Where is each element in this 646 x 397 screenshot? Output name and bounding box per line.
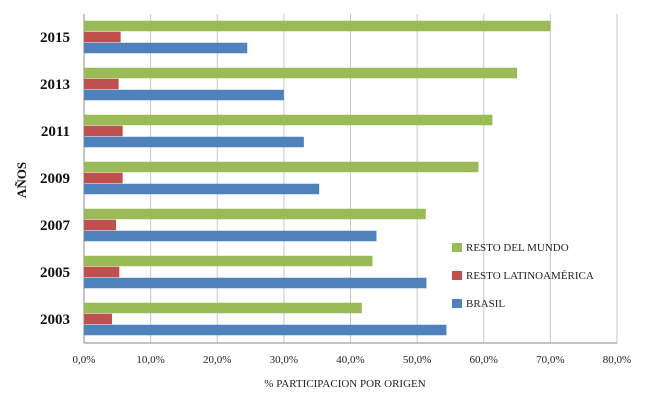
legend-label: RESTO DEL MUNDO	[466, 242, 569, 254]
x-tick-label: 40,0%	[336, 354, 364, 366]
bar-2009-brasil	[84, 183, 320, 195]
category-label: 2005	[40, 265, 70, 281]
legend: RESTO DEL MUNDO RESTO LATINOAMÉRICA BRASIL	[452, 242, 594, 310]
x-tick-label: 0,0%	[73, 354, 96, 366]
x-tick-label: 50,0%	[403, 354, 431, 366]
bar-2007-resto-latinoam-rica	[84, 219, 116, 231]
bar-2009-resto-latinoam-rica	[84, 172, 123, 184]
legend-swatch	[452, 271, 462, 280]
bar-2011-brasil	[84, 136, 304, 148]
category-label: 2007	[40, 218, 71, 234]
legend-label: RESTO LATINOAMÉRICA	[466, 270, 594, 282]
legend-swatch	[452, 299, 462, 308]
x-tick-label: 60,0%	[470, 354, 498, 366]
bar-2013-brasil	[84, 89, 284, 101]
bar-2009-resto-del-mundo	[84, 161, 479, 173]
category-label: 2009	[40, 171, 70, 187]
category-label: 2011	[41, 124, 70, 140]
bar-2007-brasil	[84, 230, 377, 242]
bar-2003-brasil	[84, 324, 447, 336]
bar-2005-resto-latinoam-rica	[84, 266, 120, 278]
bars	[84, 20, 551, 336]
legend-swatch	[452, 243, 462, 252]
category-labels: 2015 2013 2011 2009 2007 2005 2003	[40, 30, 71, 328]
bar-2015-resto-latinoam-rica	[84, 31, 121, 43]
x-tick-labels: 0,0% 10,0% 20,0% 30,0% 40,0% 50,0% 60,0% 70,0% 8…	[73, 354, 632, 366]
bar-2015-resto-del-mundo	[84, 20, 551, 32]
legend-label: BRASIL	[466, 298, 505, 310]
bar-2005-brasil	[84, 277, 427, 289]
x-tick-label: 70,0%	[536, 354, 564, 366]
bar-2005-resto-del-mundo	[84, 255, 373, 267]
x-tick-label: 80,0%	[603, 354, 631, 366]
bar-2013-resto-latinoam-rica	[84, 78, 119, 90]
x-tick-label: 20,0%	[203, 354, 231, 366]
x-axis-title: % PARTICIPACION POR ORIGEN	[264, 378, 425, 390]
category-label: 2015	[40, 30, 70, 46]
category-label: 2003	[40, 312, 70, 328]
bar-2011-resto-del-mundo	[84, 114, 493, 126]
gridlines	[83, 14, 618, 344]
bar-2011-resto-latinoam-rica	[84, 125, 123, 137]
x-tick-label: 30,0%	[270, 354, 298, 366]
x-tick-label: 10,0%	[136, 354, 164, 366]
bar-2013-resto-del-mundo	[84, 67, 518, 79]
y-axis-title: AÑOS	[14, 162, 29, 198]
bar-2003-resto-del-mundo	[84, 302, 362, 314]
bar-2015-brasil	[84, 42, 248, 54]
bar-2007-resto-del-mundo	[84, 208, 426, 220]
category-label: 2013	[40, 77, 70, 93]
bar-2003-resto-latinoam-rica	[84, 313, 112, 325]
